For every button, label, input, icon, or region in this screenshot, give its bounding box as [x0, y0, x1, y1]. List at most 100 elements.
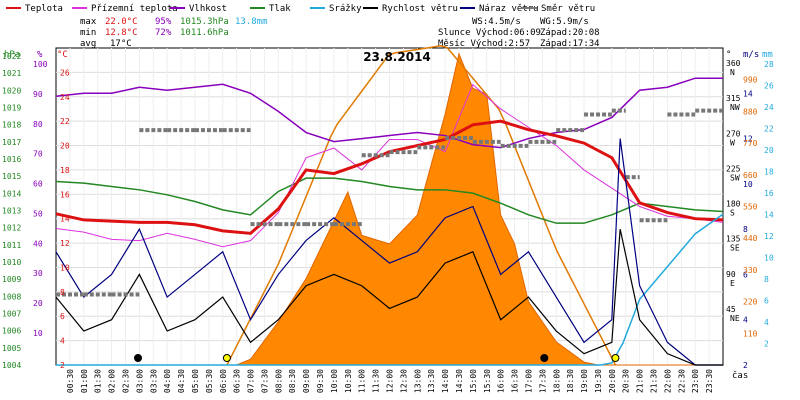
sun-moon-markers — [133, 354, 620, 362]
time-tick: 21:30 — [650, 369, 659, 393]
info-ws: WS:4.5m/s — [472, 17, 521, 27]
c-tick: 20 — [60, 142, 70, 151]
mm-tick: 8 — [764, 275, 769, 284]
rad-tick: 110 — [743, 329, 758, 338]
c-tick: 26 — [60, 68, 70, 77]
time-tick: 14:00 — [441, 369, 450, 393]
time-tick: 13:00 — [413, 369, 422, 393]
series-solar-radiation — [56, 52, 723, 366]
info-sun-set: Západ:20:08 — [540, 28, 600, 38]
time-tick: 03:30 — [149, 369, 158, 393]
time-tick: 17:00 — [524, 369, 533, 393]
legend-label: Náraz větru — [479, 4, 539, 14]
stats-max-press: 1015.3hPa — [180, 17, 229, 27]
time-tick: 12:30 — [399, 369, 408, 393]
time-tick: 01:00 — [80, 369, 89, 393]
wind-direction-layer — [56, 108, 723, 297]
chart-title: 23.8.2014 — [363, 50, 431, 64]
c-tick: 14 — [60, 215, 70, 224]
ms-tick: 6 — [743, 270, 748, 279]
time-tick: 14:30 — [455, 369, 464, 393]
dir-tick-label: NW — [730, 103, 740, 112]
pct-axis-title: % — [37, 50, 43, 60]
dir-tick-label: N — [730, 68, 735, 77]
moonset-marker — [540, 354, 549, 362]
rad-tick: 330 — [743, 266, 758, 275]
time-tick: 09:00 — [302, 369, 311, 393]
mm-tick: 6 — [764, 297, 769, 306]
time-tick: 15:30 — [483, 369, 492, 393]
dir-tick: 180 — [726, 200, 741, 209]
mm-tick: 28 — [764, 60, 774, 69]
time-tick: 10:30 — [344, 369, 353, 393]
sunrise-marker — [222, 354, 231, 362]
dir-tick: 225 — [726, 164, 741, 173]
axis-labels: 1022102110201019101810171016101510141013… — [2, 52, 774, 393]
pct-tick: 30 — [33, 269, 43, 278]
dir-tick: 270 — [726, 129, 741, 138]
c-tick: 10 — [60, 263, 70, 272]
time-tick: 17:30 — [538, 369, 547, 393]
time-tick: 02:00 — [108, 369, 117, 393]
hpa-tick: 1022 — [2, 52, 21, 61]
legend-label: Tlak — [269, 4, 291, 14]
dir-tick-label: E — [730, 279, 735, 288]
time-tick: 01:30 — [94, 369, 103, 393]
time-tick: 03:00 — [135, 369, 144, 393]
ms-tick: 10 — [743, 180, 753, 189]
moonrise-marker — [133, 354, 142, 362]
mm-tick: 24 — [764, 103, 774, 112]
deg-axis-title: ° — [726, 50, 731, 60]
info-moon-set: Západ:17:34 — [540, 39, 600, 49]
c-axis-title: °C — [57, 50, 68, 60]
radiation-layer — [56, 45, 723, 366]
time-tick: 10:00 — [330, 369, 339, 393]
hpa-tick: 1005 — [2, 344, 21, 353]
ms-tick: 12 — [743, 135, 753, 144]
dir-tick: 135 — [726, 235, 741, 244]
time-tick: 06:00 — [219, 369, 228, 393]
mm-tick: 4 — [764, 318, 769, 327]
pct-tick: 20 — [33, 299, 43, 308]
stats-avg-label: avg — [80, 39, 96, 49]
stats-avg-temp: 17°C — [110, 39, 132, 49]
time-tick: 20:30 — [622, 369, 631, 393]
c-tick: 16 — [60, 190, 70, 199]
time-tick: 11:00 — [358, 369, 367, 393]
time-tick: 08:30 — [288, 369, 297, 393]
hpa-tick: 1018 — [2, 121, 21, 130]
stats-min-press: 1011.6hPa — [180, 28, 229, 38]
pct-tick: 100 — [33, 60, 48, 69]
hpa-tick: 1020 — [2, 86, 21, 95]
series-theoretical-radiation — [226, 45, 617, 366]
hpa-axis-title: hPa — [4, 50, 20, 60]
mm-tick: 10 — [764, 254, 774, 263]
hpa-tick: 1021 — [2, 69, 21, 78]
rad-tick: 770 — [743, 139, 758, 148]
time-tick: 23:30 — [705, 369, 714, 393]
sunset-marker — [611, 354, 620, 362]
ms-axis-title: m/s — [743, 50, 759, 60]
time-tick: 22:00 — [663, 369, 672, 393]
dir-tick-label: SW — [730, 173, 740, 182]
hpa-tick: 1007 — [2, 310, 21, 319]
legend-label: Srážky — [329, 4, 362, 14]
time-tick: 08:00 — [274, 369, 283, 393]
legend-label: Rychlost větru — [382, 4, 458, 14]
legend-label: Přízemní teplota — [91, 4, 178, 14]
hpa-tick: 1013 — [2, 207, 21, 216]
series-tlak — [55, 177, 724, 224]
legend-label: Vlhkost — [189, 4, 227, 14]
mm-axis-title: mm — [762, 50, 773, 60]
c-tick: 24 — [60, 93, 70, 102]
series-p-zemn-teplota — [55, 83, 724, 248]
hpa-tick: 1012 — [2, 224, 21, 233]
hpa-tick: 1019 — [2, 104, 21, 113]
hpa-tick: 1015 — [2, 172, 21, 181]
time-tick: 16:30 — [511, 369, 520, 393]
ms-tick: 14 — [743, 89, 753, 98]
time-tick: 05:30 — [205, 369, 214, 393]
c-tick: 12 — [60, 239, 70, 248]
time-tick: 04:30 — [177, 369, 186, 393]
ms-tick: 2 — [743, 361, 748, 370]
